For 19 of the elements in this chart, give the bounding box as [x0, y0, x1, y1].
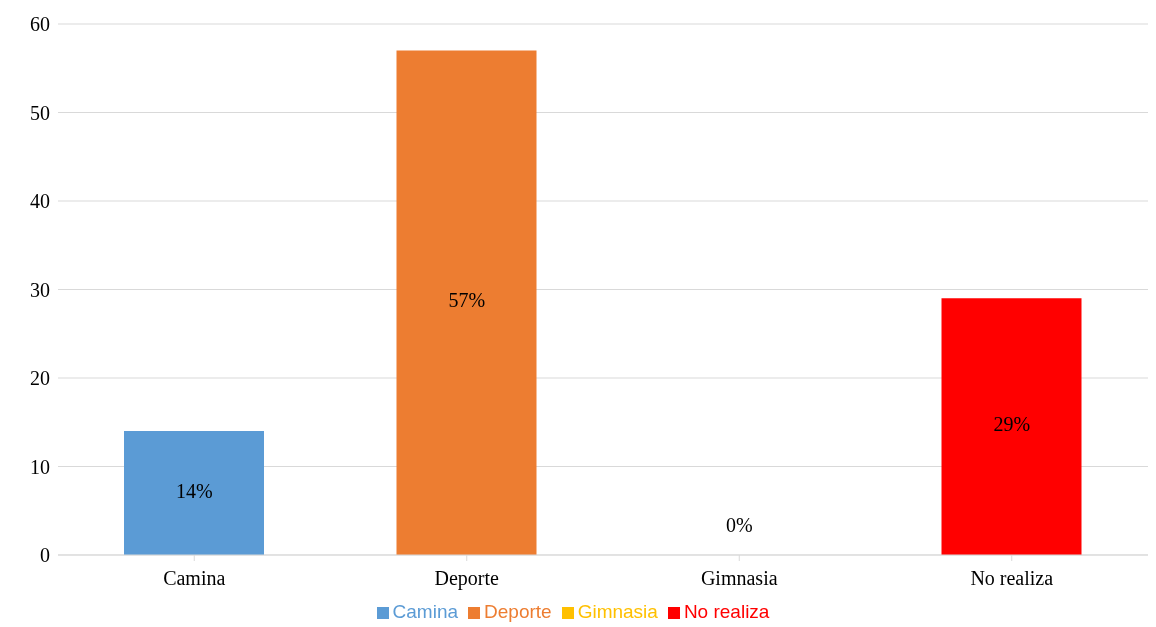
x-tick-label: No realiza: [970, 567, 1054, 590]
x-tick-label: Gimnasia: [700, 567, 778, 590]
y-tick-label: 20: [30, 367, 50, 390]
x-tick-label: Camina: [163, 567, 226, 590]
data-label: 29%: [993, 413, 1031, 436]
y-tick-label: 30: [30, 278, 50, 301]
x-tick-label: Deporte: [434, 567, 500, 591]
y-tick-label: 50: [30, 101, 50, 124]
legend-label: Deporte: [484, 601, 552, 622]
legend-label: No realiza: [683, 601, 770, 622]
data-label: 0%: [725, 513, 753, 536]
data-label: 14%: [175, 479, 213, 502]
legend-label: Gimnasia: [577, 601, 658, 622]
y-tick-label: 40: [30, 190, 50, 213]
y-tick-label: 60: [30, 13, 50, 36]
y-tick-label: 0: [40, 544, 50, 567]
data-label: 57%: [448, 289, 486, 312]
legend-label: Camina: [392, 601, 459, 622]
y-tick-label: 10: [30, 455, 50, 478]
